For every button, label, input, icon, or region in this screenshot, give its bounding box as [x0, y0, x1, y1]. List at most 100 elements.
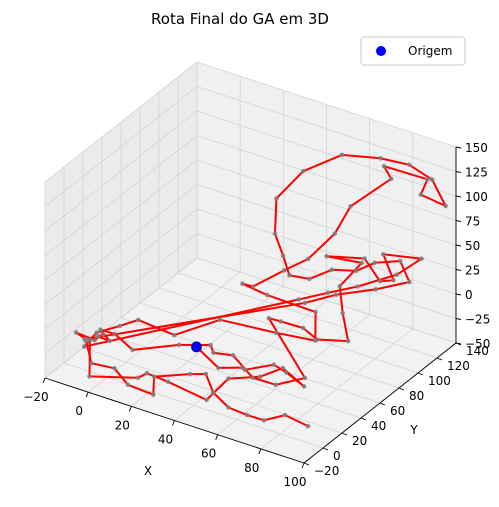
route-point	[332, 231, 338, 236]
route-segment	[246, 414, 265, 422]
x-tick-mark	[301, 462, 305, 469]
route-segment	[118, 318, 140, 327]
route-point	[282, 412, 288, 418]
z-tick-mark	[455, 342, 462, 345]
route-point	[359, 260, 365, 266]
route-point	[378, 156, 383, 161]
route-segment	[113, 367, 129, 386]
route-segment	[152, 375, 156, 396]
y-tick-mark	[322, 447, 329, 451]
route-point	[112, 366, 117, 371]
route-segment	[419, 193, 447, 207]
y-tick-label: 100	[428, 374, 451, 388]
route-segment	[274, 232, 285, 257]
route-segment	[374, 281, 411, 291]
route-segment	[212, 391, 230, 409]
legend-origin-label: Origem	[408, 44, 452, 58]
route-segment	[274, 197, 278, 235]
route-point	[203, 371, 209, 377]
route-point	[429, 177, 435, 182]
z-tick-mark	[455, 269, 462, 271]
grid-line-z-left	[44, 184, 198, 305]
route-segment	[382, 253, 423, 260]
route-point	[280, 253, 286, 258]
route-point	[418, 192, 424, 197]
x-tick-label: −20	[23, 390, 48, 404]
y-tick-label: 80	[409, 389, 424, 403]
route-segment	[341, 312, 350, 343]
route-segment	[227, 406, 249, 417]
route-segment	[363, 257, 381, 283]
grid-line-z-left	[44, 208, 198, 330]
route-point	[92, 337, 97, 343]
route-segment	[243, 363, 275, 371]
route-point	[107, 338, 112, 344]
route-point	[281, 268, 287, 273]
route-segment	[251, 376, 277, 386]
route-point	[394, 272, 400, 278]
grid-line-z-back	[196, 159, 457, 246]
grid-line-z-back	[196, 61, 457, 148]
grid-line-z-left	[44, 159, 198, 281]
route-segment	[338, 261, 363, 288]
x-tick-label: 20	[115, 418, 130, 432]
route-segment	[383, 165, 393, 180]
route-segment	[282, 254, 291, 277]
route-segment	[288, 274, 311, 280]
y-tick-mark	[341, 432, 348, 436]
grid-line-z-left	[44, 86, 198, 207]
z-tick-mark	[455, 220, 462, 222]
y-tick-mark	[303, 462, 310, 466]
grid-lines	[44, 61, 457, 464]
route-point	[353, 268, 359, 274]
x-tick-mark	[215, 434, 219, 440]
route-point	[226, 405, 231, 410]
route-point	[300, 168, 306, 174]
route-point	[283, 370, 289, 375]
chart-title: Rota Final do GA em 3D	[151, 10, 329, 28]
x-tick-label: 40	[158, 433, 173, 447]
route-segment	[335, 288, 377, 296]
route-point	[242, 367, 248, 373]
route-segment	[153, 373, 192, 378]
route-segment	[326, 285, 359, 294]
x-tick-label: 0	[75, 404, 83, 418]
route-segment	[275, 331, 317, 342]
route-segment	[85, 340, 93, 365]
x-tick-label: 100	[284, 475, 307, 489]
route-point	[443, 203, 448, 209]
route-segment	[395, 257, 423, 276]
route-segment	[308, 268, 333, 280]
route-segment	[219, 318, 278, 334]
route-point	[300, 325, 306, 331]
grid-line-y-floor	[101, 332, 362, 419]
route-point	[216, 365, 221, 371]
route-point	[313, 309, 318, 315]
route-point	[261, 418, 267, 423]
route-segment	[373, 260, 402, 264]
grid-line-z-left	[44, 110, 198, 232]
route-point	[333, 292, 339, 298]
legend-box	[360, 36, 466, 66]
route-segment	[399, 260, 411, 283]
grid-line-z-left	[44, 257, 198, 379]
grid-line-z-left	[44, 233, 198, 354]
route-point	[87, 374, 92, 379]
route-point	[419, 256, 424, 262]
route-point	[117, 323, 122, 329]
tick-labels: −20020406080100−20020406080100120140−50−…	[23, 141, 490, 489]
x-axis-label: X	[144, 464, 152, 478]
route-segment	[90, 362, 116, 370]
route-point	[377, 279, 383, 284]
z-tick-mark	[455, 171, 462, 173]
route-point	[272, 231, 278, 237]
route-segment	[325, 255, 366, 260]
route-point	[83, 338, 89, 344]
origin-layer	[191, 341, 202, 353]
route-point	[372, 260, 378, 266]
z-tick-label: 25	[465, 264, 480, 278]
route-segment	[267, 317, 306, 379]
z-tick-mark	[455, 293, 462, 296]
route-point	[151, 374, 157, 379]
route-point	[73, 330, 79, 335]
